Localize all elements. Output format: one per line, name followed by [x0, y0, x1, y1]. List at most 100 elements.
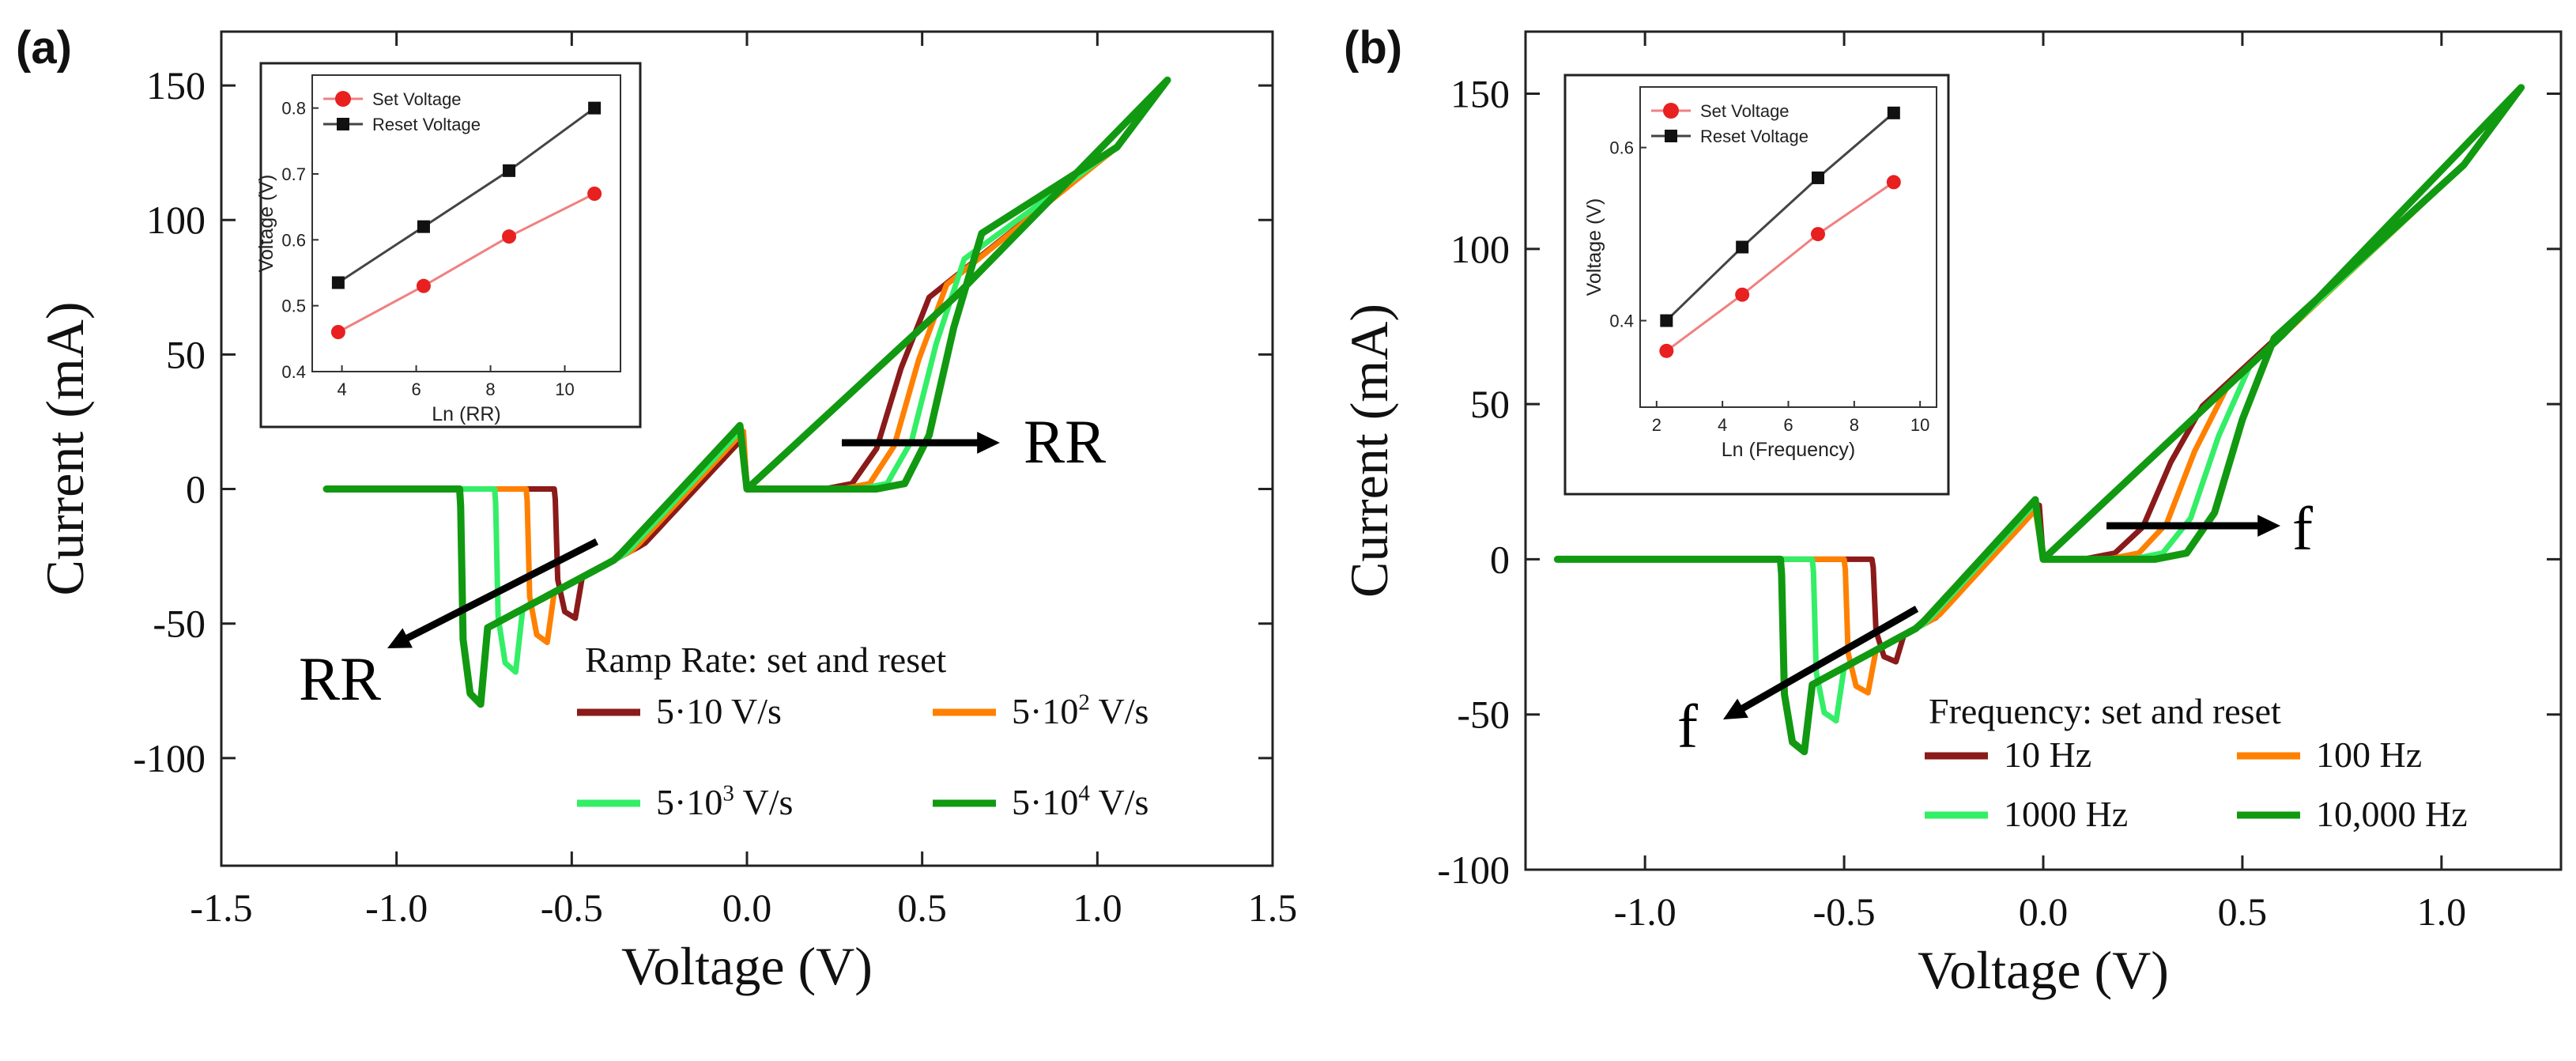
inset-point-set	[330, 325, 345, 339]
inset-x-tick-label: 8	[1850, 415, 1859, 435]
x-tick-label: -1.0	[365, 885, 428, 930]
inset-legend-entry: Reset Voltage	[1700, 126, 1808, 146]
inset-frame	[1563, 74, 1950, 496]
inset-y-tick-label: 0.6	[281, 230, 306, 250]
x-axis-label: Voltage (V)	[621, 936, 873, 996]
y-tick-label: 150	[146, 63, 206, 108]
arrow-head	[977, 432, 1000, 454]
inset-legend-marker	[1663, 103, 1679, 119]
x-axis-label: Voltage (V)	[1918, 940, 2169, 1000]
inset-point-set	[587, 187, 602, 201]
inset-point-reset	[1887, 106, 1900, 119]
inset-series-line-2	[1665, 111, 1895, 322]
y-tick-label: 50	[1470, 382, 1510, 426]
inset-y-tick-label: 0.4	[281, 362, 306, 382]
inset-x-tick-label: 4	[337, 379, 346, 399]
inset-point-set	[1659, 343, 1674, 358]
inset-x-tick-label: 6	[411, 379, 421, 399]
arrow-head	[1723, 698, 1748, 719]
inset-x-tick-label: 10	[1910, 415, 1929, 435]
inset-chart: 2 4 6 8 10 0.4 0.6 Ln (Frequency) Voltage (V) Set…	[1563, 74, 1950, 496]
legend-entry-4: 10,000 Hz	[2316, 794, 2468, 834]
x-tick-label: -1.5	[190, 885, 252, 930]
trend-arrow	[1735, 606, 1919, 715]
y-tick-label: -50	[1457, 693, 1510, 737]
panel-label: (a)	[16, 22, 72, 74]
y-tick-label: -100	[133, 736, 206, 780]
inset-legend-entry: Set Voltage	[1700, 101, 1790, 121]
inset-point-set	[1735, 287, 1750, 302]
inset-point-reset	[417, 220, 430, 233]
y-tick-label: 0	[1490, 537, 1510, 581]
inset-series-line-1	[338, 192, 595, 334]
y-tick-label: -50	[153, 602, 206, 646]
inset-legend-marker	[1665, 130, 1677, 142]
inset-y-tick-label: 0.8	[281, 99, 306, 119]
inset-point-set	[1886, 175, 1901, 190]
inset-series-line-1	[1665, 181, 1895, 353]
inset-plot-frame	[311, 74, 621, 372]
inset-y-tick-label: 0.7	[281, 164, 306, 184]
inset-y-tick-label: 0.4	[1609, 312, 1634, 331]
inset-point-set	[502, 229, 517, 244]
inset-y-axis-label: Voltage (V)	[1583, 198, 1605, 296]
legend-title: Frequency: set and reset	[1929, 691, 2281, 731]
arrow-label: RR	[299, 644, 381, 713]
y-tick-label: 100	[146, 198, 206, 242]
inset-point-reset	[588, 101, 602, 115]
x-tick-label: 0.5	[897, 885, 947, 930]
inset-x-tick-label: 8	[485, 379, 495, 399]
inset-point-reset	[503, 164, 516, 177]
inset-y-axis-label: Voltage (V)	[255, 175, 277, 273]
arrow-label: f	[1677, 692, 1698, 761]
legend-entry-2: 100 Hz	[2316, 734, 2422, 775]
x-tick-label: 1.0	[2417, 889, 2467, 934]
x-tick-label: -0.5	[541, 885, 603, 930]
inset-legend-entry: Set Voltage	[372, 89, 462, 109]
inset-legend-entry: Reset Voltage	[372, 115, 481, 134]
y-tick-label: 0	[186, 467, 206, 512]
inset-y-tick-label: 0.6	[1609, 138, 1634, 158]
x-tick-label: 0.0	[2019, 889, 2069, 934]
inset-x-axis-label: Ln (Frequency)	[1722, 439, 1856, 461]
inset-point-set	[416, 278, 431, 293]
x-tick-label: 0.0	[722, 885, 772, 930]
panel-a: (a)-1.5 -1.0 -0.5 0.0 0.5 1.0 1.5-100-50050100…	[16, 22, 1297, 996]
x-tick-label: 1.5	[1248, 885, 1298, 930]
inset-x-tick-label: 4	[1718, 415, 1727, 435]
legend-entry-3: 1000 Hz	[2004, 794, 2128, 834]
inset-legend-marker	[337, 118, 349, 130]
x-tick-label: -1.0	[1614, 889, 1676, 934]
inset-x-tick-label: 2	[1652, 415, 1661, 435]
x-tick-label: 0.5	[2218, 889, 2268, 934]
inset-point-reset	[331, 276, 345, 289]
panel-label: (b)	[1344, 22, 1402, 74]
inset-series-line-2	[338, 107, 595, 284]
legend-entry-3: 5·103 V/s	[656, 781, 793, 822]
legend-entry-2: 5·102 V/s	[1012, 690, 1148, 731]
inset-legend-marker	[335, 91, 351, 107]
series-curve-4	[322, 76, 1171, 708]
inset-x-tick-label: 6	[1783, 415, 1793, 435]
x-tick-label: -0.5	[1812, 889, 1875, 934]
y-tick-label: -100	[1437, 848, 1510, 892]
y-tick-label: 100	[1450, 227, 1510, 271]
inset-point-reset	[1812, 171, 1824, 184]
legend-title: Ramp Rate: set and reset	[585, 640, 947, 680]
inset-point-reset	[1660, 314, 1673, 327]
y-axis-label: Current (mA)	[1339, 304, 1399, 598]
inset-x-axis-label: Ln (RR)	[432, 403, 501, 425]
legend-entry-1: 5·10 V/s	[656, 691, 782, 731]
trend-arrow	[399, 538, 599, 644]
series-curve-4	[1553, 84, 2525, 756]
inset-y-tick-label: 0.5	[281, 296, 306, 316]
legend-entry-4: 5·104 V/s	[1012, 781, 1148, 822]
arrow-label: RR	[1024, 407, 1106, 476]
y-tick-label: 150	[1450, 72, 1510, 116]
inset-point-set	[1811, 227, 1825, 242]
arrow-head	[387, 628, 413, 648]
legend-entry-1: 10 Hz	[2004, 734, 2091, 775]
inset-point-reset	[1736, 240, 1749, 254]
x-tick-label: 1.0	[1073, 885, 1122, 930]
